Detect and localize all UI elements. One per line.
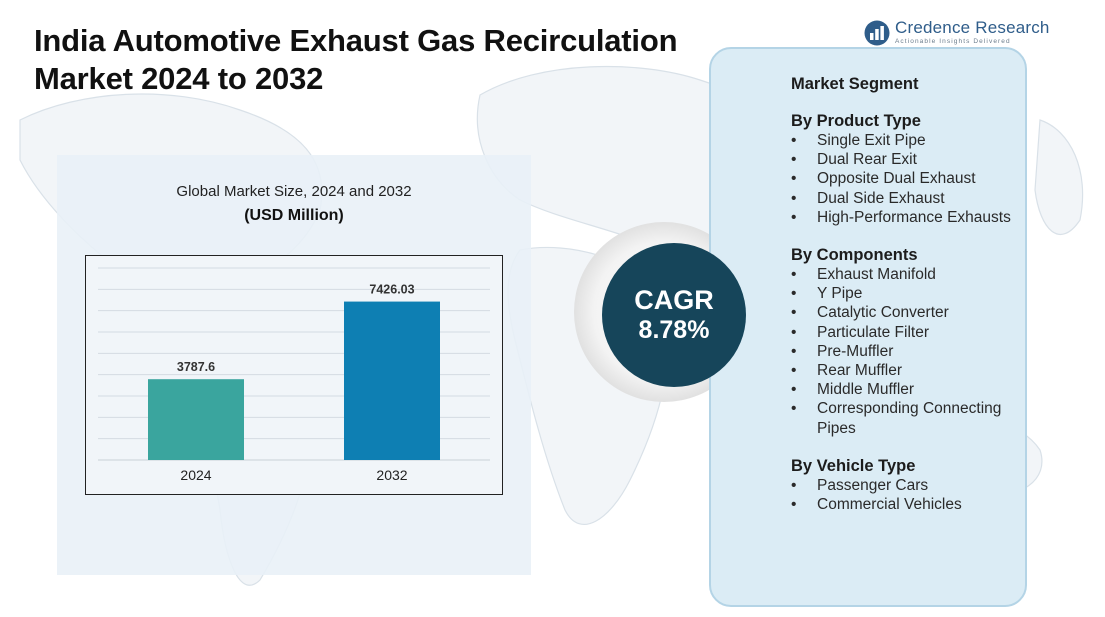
- list-item: Y Pipe: [791, 284, 1023, 303]
- segment-group-product-type: By Product Type Single Exit Pipe Dual Re…: [791, 111, 1023, 227]
- segment-group-title: By Product Type: [791, 112, 921, 130]
- list-item: Corresponding Connecting Pipes: [791, 399, 1023, 437]
- list-item: Pre-Muffler: [791, 342, 1023, 361]
- cagr-label: CAGR: [634, 285, 714, 315]
- segment-heading: Market Segment: [791, 75, 919, 93]
- brand-logo: Credence Research Actionable Insights De…: [864, 19, 1050, 46]
- segment-group-title: By Components: [791, 246, 918, 265]
- title-line-1: India Automotive Exhaust Gas Recirculati…: [34, 23, 678, 58]
- segment-group-vehicle-type: By Vehicle Type Passenger Cars Commercia…: [791, 456, 1023, 515]
- title-line-2: Market 2024 to 2032: [34, 61, 324, 96]
- list-item: Opposite Dual Exhaust: [791, 169, 1023, 188]
- chart-title: Global Market Size, 2024 and 2032: [176, 183, 412, 200]
- x-tick-label: 2024: [180, 467, 211, 483]
- chart-panel: Global Market Size, 2024 and 2032 (USD M…: [57, 155, 531, 575]
- bar-chart-svg: 3787.6 2024 7426.03 2032: [98, 267, 490, 483]
- logo-name: Credence Research: [895, 18, 1050, 37]
- list-item: Passenger Cars: [791, 476, 1023, 495]
- logo-tagline: Actionable Insights Delivered: [895, 38, 1011, 45]
- list-item: Particulate Filter: [791, 323, 1023, 342]
- chart-subtitle: (USD Million): [244, 207, 344, 224]
- bar-2032: [344, 301, 440, 460]
- data-label: 3787.6: [177, 360, 215, 374]
- list-item: High-Performance Exhausts: [791, 208, 1023, 227]
- list-item: Catalytic Converter: [791, 303, 1023, 322]
- x-tick-label: 2032: [376, 467, 407, 483]
- bar-2024: [148, 379, 244, 460]
- segment-group-components: By Components Exhaust Manifold Y Pipe Ca…: [791, 245, 1023, 438]
- list-item: Rear Muffler: [791, 361, 1023, 380]
- cagr-badge: CAGR 8.78%: [602, 243, 746, 387]
- bar-chart: 3787.6 2024 7426.03 2032: [85, 255, 503, 495]
- market-segment-panel: Market Segment By Product Type Single Ex…: [709, 47, 1027, 607]
- list-item: Middle Muffler: [791, 380, 1023, 399]
- page-title: India Automotive Exhaust Gas Recirculati…: [34, 22, 678, 98]
- list-item: Commercial Vehicles: [791, 495, 1023, 514]
- bar-chart-logo-icon: [864, 20, 890, 45]
- list-item: Exhaust Manifold: [791, 265, 1023, 284]
- cagr-value: 8.78%: [638, 316, 710, 344]
- list-item: Dual Rear Exit: [791, 150, 1023, 169]
- segment-group-title: By Vehicle Type: [791, 456, 916, 475]
- list-item: Dual Side Exhaust: [791, 189, 1023, 208]
- list-item: Single Exit Pipe: [791, 131, 1023, 150]
- data-label: 7426.03: [369, 283, 414, 297]
